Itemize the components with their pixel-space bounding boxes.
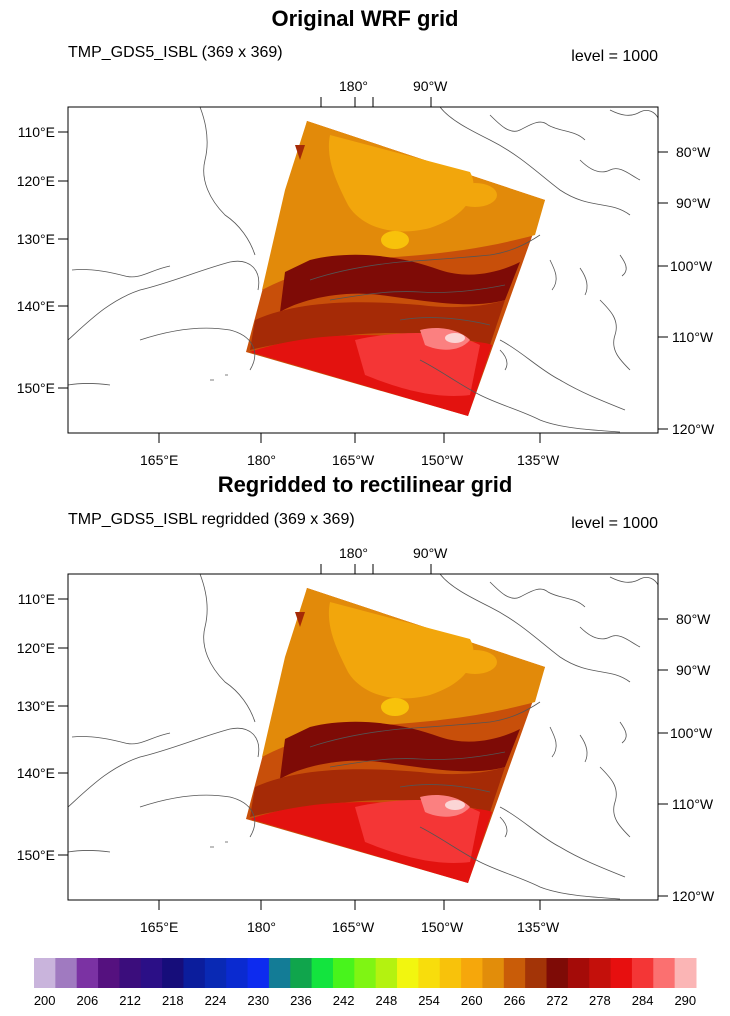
- colorbar-box: [268, 958, 291, 988]
- right-string: level = 1000: [571, 515, 658, 532]
- map-frame: [67, 106, 659, 434]
- colorbar-label: 248: [375, 993, 398, 1008]
- right-label: 90°W: [676, 662, 711, 678]
- left-label: 140°E: [16, 765, 55, 781]
- colorbar-box: [311, 958, 334, 988]
- colorbar-box: [503, 958, 526, 988]
- colorbar-label: 266: [503, 993, 526, 1008]
- right-label: 80°W: [676, 144, 711, 160]
- left-label: 120°E: [16, 640, 55, 656]
- colorbar-label: 224: [204, 993, 227, 1008]
- left-label: 130°E: [16, 698, 55, 714]
- left-label: 120°E: [16, 173, 55, 189]
- colorbar-box: [546, 958, 569, 988]
- colorbar-label: 242: [332, 993, 355, 1008]
- right-label: 120°W: [672, 421, 715, 437]
- right-string: level = 1000: [571, 48, 658, 65]
- colorbar-label: 200: [33, 993, 56, 1008]
- colorbar-box: [653, 958, 676, 988]
- map-frame: [67, 573, 659, 901]
- colorbar-box: [204, 958, 227, 988]
- colorbar-label: 212: [119, 993, 141, 1008]
- colorbar-box: [631, 958, 654, 988]
- bottom-label: 135°W: [517, 452, 560, 468]
- left-label: 150°E: [16, 847, 55, 863]
- colorbar-box: [397, 958, 419, 988]
- left-string: TMP_GDS5_ISBL (369 x 369): [68, 44, 283, 61]
- bottom-label: 135°W: [517, 919, 560, 935]
- colorbar-label: 284: [631, 993, 654, 1008]
- colorbar-label: 218: [161, 993, 184, 1008]
- colorbar-box: [183, 958, 206, 988]
- top-label: 180°: [339, 545, 368, 561]
- colorbar: [34, 958, 697, 988]
- colorbar-box: [589, 958, 612, 988]
- colorbar-label: 236: [290, 993, 312, 1008]
- colorbar-box: [567, 958, 590, 988]
- colorbar-box: [418, 958, 441, 988]
- bottom-label: 150°W: [421, 919, 464, 935]
- colorbar-box: [162, 958, 184, 988]
- panel-title: Original WRF grid: [271, 6, 459, 31]
- bottom-label: 165°W: [332, 452, 375, 468]
- colorbar-label: 254: [418, 993, 440, 1008]
- bottom-label: 165°E: [140, 919, 179, 935]
- right-label: 110°W: [672, 796, 714, 812]
- colorbar-box: [140, 958, 163, 988]
- colorbar-box: [119, 958, 142, 988]
- colorbar-box: [375, 958, 398, 988]
- colorbar-box: [55, 958, 78, 988]
- colorbar-box: [76, 958, 99, 988]
- right-label: 100°W: [670, 725, 713, 741]
- colorbar-box: [226, 958, 249, 988]
- left-string: TMP_GDS5_ISBL regridded (369 x 369): [68, 511, 355, 528]
- colorbar-label: 206: [76, 993, 99, 1008]
- top-label: 90°W: [413, 545, 448, 561]
- right-label: 110°W: [672, 329, 714, 345]
- panel-title: Regridded to rectilinear grid: [217, 472, 513, 497]
- bottom-label: 165°E: [140, 452, 179, 468]
- colorbar-box: [247, 958, 270, 988]
- colorbar-box: [439, 958, 462, 988]
- top-label: 90°W: [413, 78, 448, 94]
- colorbar-label: 290: [674, 993, 697, 1008]
- temperature-field: [246, 588, 545, 883]
- colorbar-box: [354, 958, 377, 988]
- top-label: 180°: [339, 78, 368, 94]
- bottom-label: 150°W: [421, 452, 464, 468]
- colorbar-label: 230: [247, 993, 270, 1008]
- left-label: 130°E: [16, 231, 55, 247]
- map-panel-original: [58, 97, 668, 443]
- colorbar-box: [610, 958, 633, 988]
- right-label: 100°W: [670, 258, 713, 274]
- colorbar-label: 278: [589, 993, 611, 1008]
- left-label: 110°E: [17, 124, 55, 140]
- bottom-label: 180°: [247, 452, 276, 468]
- left-label: 110°E: [17, 591, 55, 607]
- colorbar-label: 260: [460, 993, 483, 1008]
- right-label: 80°W: [676, 611, 711, 627]
- temperature-field: [246, 121, 545, 416]
- left-label: 140°E: [16, 298, 55, 314]
- colorbar-box: [482, 958, 505, 988]
- colorbar-box: [290, 958, 313, 988]
- colorbar-box: [332, 958, 355, 988]
- colorbar-label: 272: [546, 993, 569, 1008]
- colorbar-box: [34, 958, 56, 988]
- right-label: 90°W: [676, 195, 711, 211]
- left-label: 150°E: [16, 380, 55, 396]
- map-panel-regridded: [58, 564, 668, 910]
- colorbar-box: [98, 958, 120, 988]
- colorbar-box: [525, 958, 548, 988]
- colorbar-box: [674, 958, 697, 988]
- right-label: 120°W: [672, 888, 715, 904]
- colorbar-box: [461, 958, 483, 988]
- bottom-label: 180°: [247, 919, 276, 935]
- bottom-label: 165°W: [332, 919, 375, 935]
